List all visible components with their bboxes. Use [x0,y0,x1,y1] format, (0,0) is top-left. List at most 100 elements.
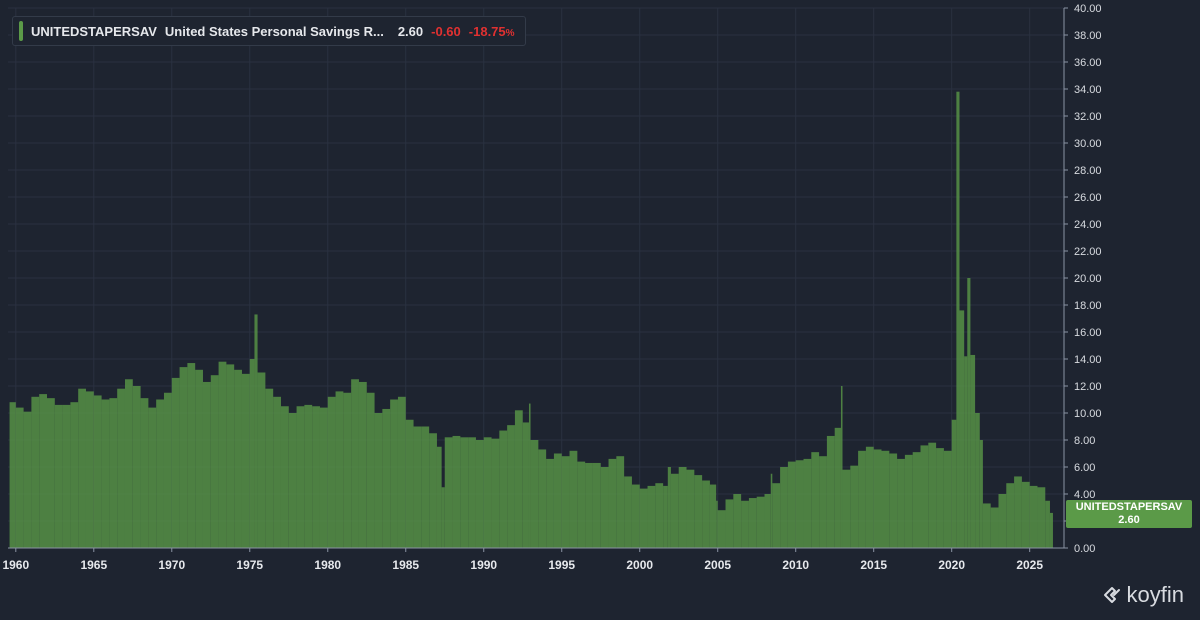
bar [265,388,274,548]
bar [528,403,531,548]
bar [834,427,841,548]
bar [31,396,40,548]
bar [608,458,617,548]
bar [998,494,1007,548]
bar [507,425,515,548]
bar [951,419,957,548]
bar [483,437,492,548]
bar [811,452,820,548]
bar [842,469,851,548]
bar [670,473,679,548]
bar [179,367,188,548]
bar [787,461,796,548]
bar [577,461,586,548]
bar [109,398,118,548]
bar [585,462,593,548]
bar [62,404,71,548]
bar [226,364,235,548]
x-tick-label: 1965 [80,558,107,572]
koyfin-logo: koyfin [1101,582,1184,608]
bar [770,473,773,548]
bar [663,485,668,548]
legend-pct-symbol: % [505,27,515,39]
bar [686,469,695,548]
bar [163,392,172,548]
x-tick-label: 2005 [704,558,731,572]
bar [702,480,710,548]
bar [47,398,55,548]
bar [741,500,749,548]
bar [156,399,164,548]
bar [140,398,149,548]
series-legend[interactable]: UNITEDSTAPERSAV United States Personal S… [12,16,526,46]
bar [475,440,484,548]
bar [764,494,771,548]
bar [234,369,242,548]
bar [413,426,422,548]
legend-value: 2.60 [397,23,424,39]
x-tick-label: 1985 [392,558,419,572]
y-tick-label: 22.00 [1074,246,1102,258]
y-tick-label: 6.00 [1074,462,1095,474]
bar [288,413,297,548]
y-tick-label: 12.00 [1074,381,1102,393]
bar [850,465,859,548]
bar [967,278,971,548]
bar [795,460,804,548]
bar [195,369,203,548]
bar [553,453,562,548]
bar [772,483,781,548]
bar [616,456,625,548]
bar [202,381,211,548]
bar [468,437,476,548]
y-tick-label: 36.00 [1074,57,1102,69]
last-value: 2.60 [1118,514,1140,526]
bar [117,388,125,548]
bar [979,440,983,548]
axes [8,7,1068,552]
x-tick-label: 1970 [158,558,185,572]
bar [881,450,890,548]
bar [631,484,640,548]
bar [655,483,664,548]
bar [1045,500,1050,548]
bar [716,500,718,548]
y-tick-label: 16.00 [1074,327,1102,339]
last-value-ticker: UNITEDSTAPERSAV [1075,501,1183,513]
bar [858,450,866,548]
bar [819,456,827,548]
bar [171,377,180,548]
bar [421,426,430,548]
bar [936,448,944,548]
bar [959,310,965,548]
legend-series-name: United States Personal Savings R... [164,23,384,39]
bar [667,467,671,548]
y-tick-label: 14.00 [1074,354,1102,366]
bar [530,440,539,548]
bar [101,399,110,548]
x-tick-label: 1980 [314,558,341,572]
legend-ticker: UNITEDSTAPERSAV [31,23,157,39]
bar [374,413,383,548]
bar [912,452,921,548]
bar [257,372,266,548]
bar [647,485,656,548]
bar [124,379,133,548]
bar [569,450,578,548]
bar [93,395,102,548]
bar [343,392,352,548]
y-tick-label: 4.00 [1074,489,1095,501]
bar [709,484,717,548]
bar [405,419,414,548]
bar [546,458,554,548]
bar [982,503,991,548]
bar [639,488,648,548]
bar [254,314,258,548]
bar [928,442,937,548]
y-tick-label: 38.00 [1074,30,1102,42]
bar [78,388,86,548]
bar [522,422,529,548]
bar [514,410,523,548]
x-tick-label: 2000 [626,558,653,572]
